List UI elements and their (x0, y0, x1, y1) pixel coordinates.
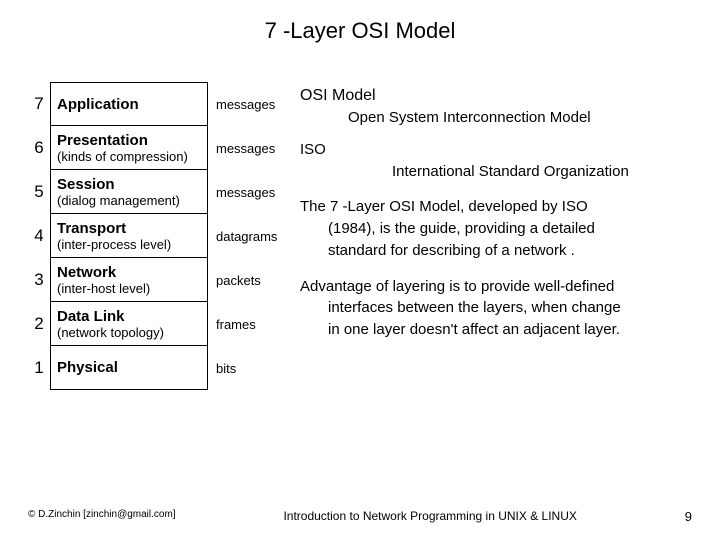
para-line: Advantage of layering is to provide well… (300, 276, 692, 298)
para-line: The 7 -Layer OSI Model, developed by ISO (300, 196, 692, 218)
layer-row: 6 Presentation (kinds of compression) me… (28, 126, 286, 170)
osi-heading: OSI Model (300, 84, 692, 107)
layer-name: Session (57, 176, 201, 193)
iso-heading: ISO (300, 139, 692, 161)
layer-name: Presentation (57, 132, 201, 149)
layer-pdu: bits (208, 346, 286, 390)
layer-pdu: messages (208, 82, 286, 126)
layer-number: 5 (28, 170, 50, 214)
layer-name: Transport (57, 220, 201, 237)
layer-sub: (kinds of compression) (57, 149, 201, 164)
layer-sub: (network topology) (57, 325, 201, 340)
layer-pdu: messages (208, 170, 286, 214)
layer-number: 2 (28, 302, 50, 346)
layer-number: 7 (28, 82, 50, 126)
paragraph-1: The 7 -Layer OSI Model, developed by ISO… (300, 196, 692, 261)
footer-page-number: 9 (685, 509, 692, 524)
para-line: in one layer doesn't affect an adjacent … (300, 319, 692, 341)
layer-number: 1 (28, 346, 50, 390)
layer-box: Transport (inter-process level) (50, 214, 208, 258)
description-panel: OSI Model Open System Interconnection Mo… (300, 82, 692, 390)
para-line: standard for describing of a network . (300, 240, 692, 262)
layer-row: 3 Network (inter-host level) packets (28, 258, 286, 302)
layer-pdu: frames (208, 302, 286, 346)
layer-row: 5 Session (dialog management) messages (28, 170, 286, 214)
layer-pdu: packets (208, 258, 286, 302)
layer-name: Data Link (57, 308, 201, 325)
content-area: 7 Application messages 6 Presentation (k… (28, 82, 692, 390)
iso-expansion: International Standard Organization (300, 161, 692, 183)
footer-copyright: © D.Zinchin [zinchin@gmail.com] (28, 509, 176, 524)
footer-title: Introduction to Network Programming in U… (176, 509, 685, 524)
para-line: interfaces between the layers, when chan… (300, 297, 692, 319)
layer-box: Network (inter-host level) (50, 258, 208, 302)
layer-number: 3 (28, 258, 50, 302)
layer-name: Application (57, 96, 201, 113)
osi-expansion: Open System Interconnection Model (300, 107, 692, 129)
page-title: 7 -Layer OSI Model (28, 18, 692, 44)
layer-sub: (inter-process level) (57, 237, 201, 252)
layer-box: Session (dialog management) (50, 170, 208, 214)
layer-sub: (dialog management) (57, 193, 201, 208)
layer-number: 4 (28, 214, 50, 258)
layer-row: 1 Physical bits (28, 346, 286, 390)
layer-row: 2 Data Link (network topology) frames (28, 302, 286, 346)
layer-box: Application (50, 82, 208, 126)
layer-name: Network (57, 264, 201, 281)
layer-box: Presentation (kinds of compression) (50, 126, 208, 170)
layer-row: 7 Application messages (28, 82, 286, 126)
layer-pdu: datagrams (208, 214, 286, 258)
layer-box: Data Link (network topology) (50, 302, 208, 346)
layer-pdu: messages (208, 126, 286, 170)
para-line: (1984), is the guide, providing a detail… (300, 218, 692, 240)
layer-row: 4 Transport (inter-process level) datagr… (28, 214, 286, 258)
layer-number: 6 (28, 126, 50, 170)
layers-table: 7 Application messages 6 Presentation (k… (28, 82, 286, 390)
layer-box: Physical (50, 346, 208, 390)
footer: © D.Zinchin [zinchin@gmail.com] Introduc… (28, 509, 692, 524)
paragraph-2: Advantage of layering is to provide well… (300, 276, 692, 341)
layer-sub: (inter-host level) (57, 281, 201, 296)
layer-name: Physical (57, 359, 201, 376)
